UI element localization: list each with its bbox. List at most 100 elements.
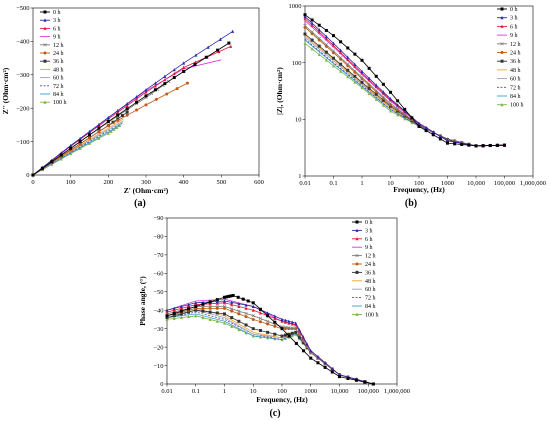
nyquist-legend-marker (43, 26, 47, 30)
bode-phase-data-point (309, 349, 313, 353)
bode-phase-y-tick-label: −40 (153, 307, 163, 314)
bode-phase-data-point (283, 333, 287, 337)
bode-phase-legend-label: 6 h (365, 237, 373, 243)
bode-impedance-data-point (438, 134, 442, 138)
nyquist-data-point (59, 153, 63, 157)
bode-phase-data-point (187, 307, 191, 311)
nyquist-legend-marker (43, 10, 47, 14)
nyquist-data-point (106, 120, 110, 124)
nyquist-data-point (111, 120, 115, 124)
bode-phase-data-point (287, 319, 291, 323)
bode-impedance-data-point (317, 28, 321, 32)
bode-impedance-y-axis-label: |Z|, (Ohm·cm²) (275, 67, 284, 115)
bode-phase-data-point (172, 306, 176, 310)
bode-impedance-data-point (346, 62, 350, 66)
nyquist-data-point (88, 133, 91, 137)
bode-impedance-data-point (374, 92, 378, 96)
nyquist-data-point (120, 114, 124, 118)
nyquist-data-point (172, 67, 176, 72)
bode-phase-data-point (165, 317, 169, 321)
bode-impedance-legend-label: 84 h (510, 94, 521, 100)
bode-impedance-data-point (339, 69, 343, 73)
bode-phase-data-point (237, 301, 241, 306)
nyquist-data-point (163, 74, 167, 78)
nyquist-data-point (172, 76, 176, 80)
bode-impedance-legend-label: 48 h (510, 68, 521, 74)
bode-impedance-data-point (324, 37, 328, 41)
bode-phase-data-point (301, 335, 305, 339)
bode-phase-data-point (172, 316, 176, 321)
bode-impedance-data-point (332, 56, 335, 60)
bode-impedance-data-point (353, 80, 357, 84)
bode-impedance-data-point (338, 55, 343, 60)
bode-phase-data-point (194, 305, 198, 309)
nyquist-data-point (153, 84, 157, 88)
bode-phase-data-point (165, 316, 169, 320)
bode-phase-data-point (287, 321, 291, 325)
bode-phase-data-point (302, 349, 306, 353)
bode-impedance-legend: 0 h 3 h 6 h 9 h 12 h 24 h 36 h 48 h 60 h 72 h 84 h… (497, 7, 524, 109)
bode-impedance-data-point (388, 101, 393, 106)
bode-phase-data-point (187, 304, 191, 309)
bode-phase-legend-label: 48 h (365, 279, 376, 285)
bode-impedance-data-point (396, 113, 400, 117)
nyquist-x-tick-label: 600 (254, 179, 264, 186)
bode-impedance-x-tick-label: 0.01 (299, 180, 310, 187)
bode-impedance-frame (304, 5, 534, 177)
bode-phase-data-point (363, 380, 367, 384)
bode-phase-series-line (166, 311, 374, 385)
bode-phase-data-point (309, 356, 313, 360)
bode-phase-y-tick-label: −90 (153, 215, 163, 222)
bode-impedance-y-tick-label: 10 (295, 117, 302, 124)
nyquist-data-point (206, 45, 210, 49)
bode-phase-data-point (201, 315, 205, 320)
bode-impedance-data-point (331, 49, 336, 53)
bode-impedance-x-tick-label: 100,000 (494, 180, 515, 187)
bode-impedance-data-point (389, 109, 392, 113)
bode-phase-data-point (244, 323, 248, 327)
bode-phase-data-point (194, 313, 198, 318)
nyquist-data-point (182, 69, 186, 73)
nyquist-legend-label: 12 h (53, 43, 64, 49)
bode-phase-data-point (223, 312, 226, 316)
bode-phase-legend-label: 24 h (365, 262, 376, 268)
bode-impedance-legend-marker (500, 15, 504, 20)
bode-phase-data-point (273, 314, 277, 318)
bode-impedance-data-point (367, 76, 371, 80)
bode-impedance-data-point (410, 120, 414, 125)
bode-impedance-data-point (353, 69, 357, 73)
bode-impedance-data-point (360, 58, 364, 62)
nyquist-data-point (144, 103, 148, 107)
nyquist-legend-label: 9 h (53, 35, 61, 41)
nyquist-y-tick-label: −100 (16, 139, 29, 146)
bode-impedance-data-point (353, 52, 357, 56)
nyquist-legend-marker (43, 18, 47, 22)
bode-phase-data-point (244, 303, 248, 307)
bode-impedance-x-axis-label: Frequency, (Hz) (393, 185, 445, 194)
bode-phase-data-point (223, 301, 226, 305)
bode-phase-data-point (251, 304, 255, 309)
bode-phase-data-point (251, 301, 255, 305)
bode-phase-data-point (208, 304, 212, 309)
bode-phase-data-point (201, 309, 205, 313)
bode-phase-data-point (273, 332, 277, 336)
nyquist-data-point (165, 92, 169, 96)
bode-phase-data-point (283, 318, 287, 322)
bode-phase-data-point (241, 297, 245, 301)
bode-phase-data-point (179, 309, 183, 313)
bode-impedance-x-tick-label: 1,000,000 (520, 180, 546, 187)
bode-phase-data-point (258, 311, 262, 315)
nyquist-data-point (97, 122, 101, 127)
bode-phase-data-point (330, 370, 334, 374)
bode-phase-data-point (297, 328, 301, 332)
bode-impedance-data-point (353, 74, 357, 78)
bode-phase-data-point (208, 317, 212, 321)
bode-phase-legend-label: 3 h (365, 228, 373, 234)
bode-phase-data-point (316, 354, 320, 359)
bode-phase-data-point (283, 325, 288, 329)
bode-impedance-data-point (374, 88, 378, 93)
bode-phase-data-point (280, 327, 284, 331)
nyquist-data-point (97, 136, 101, 140)
bode-phase-data-point (251, 327, 255, 331)
bode-phase-data-point (201, 302, 205, 306)
